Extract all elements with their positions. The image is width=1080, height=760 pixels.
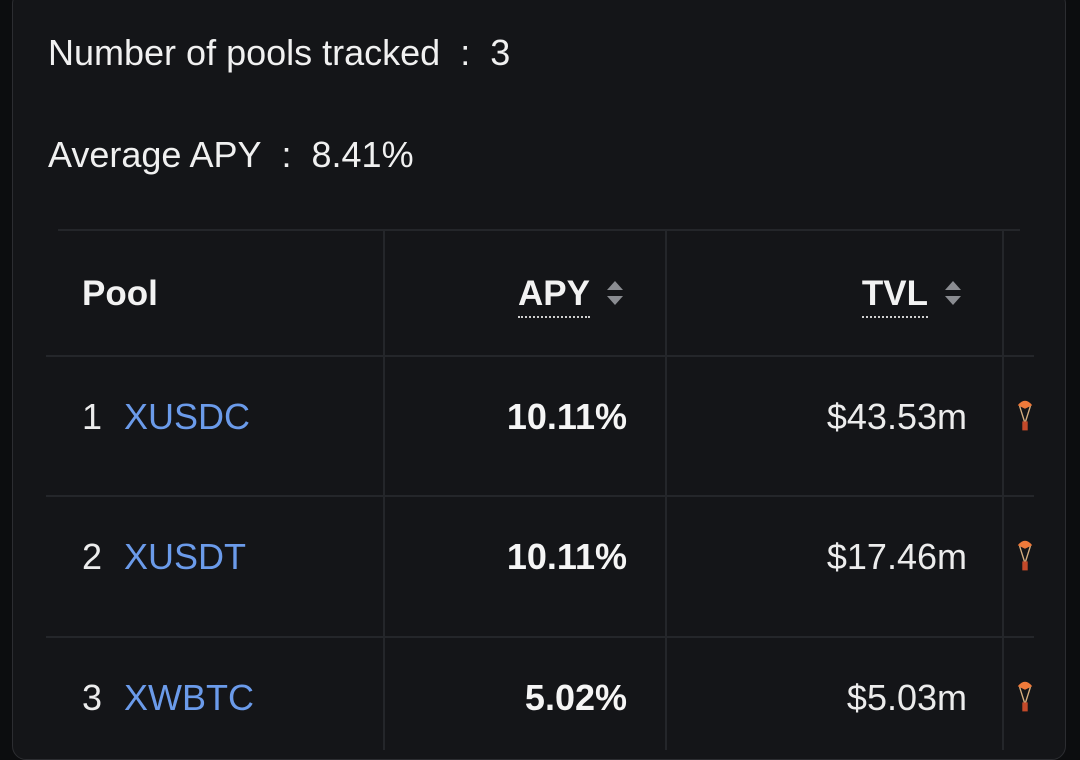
rank: 1	[82, 396, 103, 437]
stat-row: Number of pools tracked:3	[48, 32, 510, 74]
stat-separator: :	[281, 134, 292, 175]
stat-label: Number of pools tracked	[48, 32, 441, 73]
pool-link[interactable]: XUSDC	[124, 396, 251, 437]
stat-row: Average APY:8.41%	[48, 134, 414, 176]
rank: 2	[82, 536, 103, 577]
pool-link[interactable]: XUSDT	[124, 536, 247, 577]
header-pool: Pool	[82, 274, 158, 313]
pool-cell: 3 XWBTC	[82, 678, 254, 718]
stat-label: Average APY	[48, 134, 262, 175]
column-border	[383, 230, 385, 750]
pool-cell: 1 XUSDC	[82, 397, 250, 437]
stat-value: 3	[490, 32, 511, 73]
tvl-cell: $43.53m	[826, 396, 967, 437]
column-border	[1002, 230, 1004, 750]
tvl-cell: $5.03m	[846, 677, 967, 718]
table-top-border	[58, 229, 1020, 231]
sort-icon[interactable]	[943, 279, 963, 307]
stat-separator: :	[460, 32, 471, 73]
header-apy[interactable]: APY	[518, 274, 590, 318]
pool-link[interactable]: XWBTC	[124, 677, 255, 718]
apy-cell: 10.11%	[506, 396, 627, 437]
column-border	[665, 230, 667, 750]
page: (() => { const data = JSON.parse(documen…	[12, 0, 1066, 760]
header-tvl[interactable]: TVL	[861, 274, 928, 318]
row-border	[46, 636, 1034, 638]
tvl-cell: $17.46m	[826, 536, 967, 577]
emoji-icon	[1017, 681, 1033, 712]
stat-value: 8.41%	[311, 134, 414, 175]
row-border	[46, 495, 1034, 497]
card	[12, 0, 1066, 760]
pool-cell: 2 XUSDT	[82, 537, 246, 577]
apy-cell: 10.11%	[506, 536, 627, 577]
emoji-icon	[1017, 400, 1033, 431]
sort-icon[interactable]	[605, 279, 625, 307]
emoji-icon	[1017, 540, 1033, 571]
apy-cell: 5.02%	[524, 677, 627, 718]
row-border	[46, 355, 1034, 357]
rank: 3	[82, 677, 103, 718]
